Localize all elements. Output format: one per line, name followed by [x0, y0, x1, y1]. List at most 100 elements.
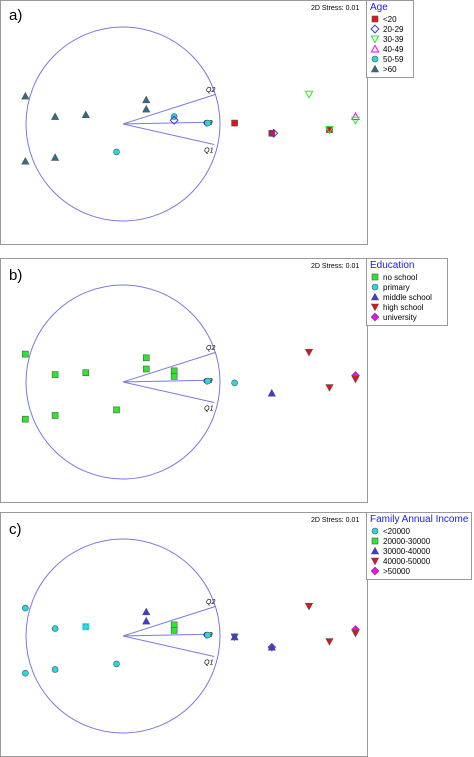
stress-text-b: 2D Stress: 0.01 — [311, 263, 360, 270]
vector-q2 — [122, 605, 217, 637]
panel-b: Q2Q3Q1 b) 2D Stress: 0.01 — [0, 258, 368, 503]
legend-label: high school — [383, 302, 424, 312]
legend-marker-icon — [370, 303, 380, 312]
vector-label-q1: Q1 — [204, 405, 213, 412]
legend-item: no school — [370, 272, 444, 282]
data-point — [204, 119, 211, 127]
data-point — [142, 365, 150, 373]
panel-label-c: c) — [9, 521, 22, 538]
vector-label-q2: Q2 — [206, 345, 215, 352]
data-point — [82, 623, 90, 631]
plot-a: Q2Q3Q1 — [21, 26, 360, 222]
legend-item: <20 — [370, 14, 410, 24]
data-point — [81, 110, 90, 118]
legend-b: Education no school primary middle school h… — [366, 258, 448, 326]
legend-title-c: Family Annual Income — [370, 514, 469, 525]
legend-marker-icon — [371, 283, 379, 291]
data-point — [204, 631, 211, 639]
legend-item: 50-59 — [370, 54, 410, 64]
legend-marker-icon — [371, 15, 379, 23]
legend-title-a: Age — [370, 2, 388, 13]
data-point — [304, 90, 314, 99]
legend-marker-icon — [370, 557, 380, 566]
legend-marker-icon — [370, 312, 380, 322]
legend-marker-icon — [370, 566, 380, 576]
legend-label: no school — [383, 272, 418, 282]
vector-label-q1: Q1 — [204, 147, 213, 154]
legend-marker-icon — [371, 537, 379, 545]
data-point — [113, 148, 120, 156]
data-point — [22, 669, 29, 677]
vector-q3 — [122, 633, 214, 637]
legend-label: 50-59 — [383, 54, 404, 64]
data-point — [82, 369, 90, 376]
legend-item: 30000-40000 — [370, 546, 468, 556]
panel-label-b: b) — [9, 267, 23, 284]
data-point — [142, 607, 151, 616]
data-point — [170, 373, 178, 380]
panel-a: Q2Q3Q1 a) 2D Stress: 0.01 — [0, 0, 368, 245]
legend-marker-icon — [370, 292, 380, 301]
legend-item: >50000 — [370, 566, 468, 576]
legend-label: >50000 — [383, 566, 410, 576]
legend-item: middle school — [370, 292, 444, 302]
data-point — [22, 415, 29, 423]
legend-label: 40000-50000 — [383, 556, 431, 566]
data-point — [21, 156, 30, 165]
legend-a: Age <20 20-29 30-39 40-49 50-59 >60 — [366, 0, 414, 78]
data-point — [51, 371, 59, 378]
legend-label: 20-29 — [383, 24, 404, 34]
data-point — [22, 350, 29, 358]
data-point — [170, 367, 178, 375]
plot-b: Q2Q3Q1 — [22, 284, 360, 480]
legend-rows-a: <20 20-29 30-39 40-49 50-59 >60 — [370, 14, 410, 74]
legend-label: 30-39 — [383, 34, 404, 44]
legend-label: primary — [383, 282, 410, 292]
legend-c: Family Annual Income <20000 20000-30000 30… — [366, 512, 472, 580]
data-point — [51, 666, 59, 673]
legend-marker-icon — [370, 35, 380, 44]
data-point — [304, 348, 314, 357]
vector-q1 — [122, 635, 215, 657]
legend-marker-icon — [371, 527, 379, 535]
legend-item: 20000-30000 — [370, 536, 468, 546]
data-point — [82, 623, 90, 630]
data-point — [51, 412, 59, 419]
legend-item: 30-39 — [370, 34, 410, 44]
legend-marker-icon — [370, 64, 380, 73]
vector-label-q1: Q1 — [204, 659, 213, 666]
data-point — [351, 375, 360, 384]
data-point — [231, 119, 238, 127]
legend-item: primary — [370, 282, 444, 292]
legend-label: <20 — [383, 14, 397, 24]
legend-label: <20000 — [383, 526, 410, 536]
legend-item: 40-49 — [370, 44, 410, 54]
data-point — [267, 642, 276, 651]
data-point — [51, 112, 60, 120]
data-point — [170, 627, 178, 634]
vector-label-q2: Q2 — [206, 87, 215, 94]
vector-q1 — [122, 123, 215, 145]
data-point — [170, 621, 178, 629]
data-point — [230, 633, 239, 642]
data-point — [304, 602, 314, 611]
data-point — [51, 625, 59, 632]
data-point — [113, 660, 120, 668]
legend-marker-icon — [371, 55, 379, 63]
data-point — [204, 377, 211, 385]
data-point — [325, 638, 334, 646]
data-point — [169, 115, 179, 125]
legend-item: university — [370, 312, 444, 322]
legend-label: university — [383, 312, 417, 322]
legend-label: middle school — [383, 292, 432, 302]
legend-rows-b: no school primary middle school high school… — [370, 272, 444, 322]
data-point — [22, 604, 29, 612]
data-point — [351, 629, 360, 638]
legend-marker-icon — [371, 273, 379, 281]
plot-c: Q2Q3Q1 — [22, 538, 360, 734]
data-point — [325, 126, 334, 135]
stress-text-c: 2D Stress: 0.01 — [311, 517, 360, 524]
legend-marker-icon — [370, 24, 380, 34]
legend-label: 40-49 — [383, 44, 404, 54]
legend-rows-c: <20000 20000-30000 30000-40000 40000-50000 >… — [370, 526, 468, 576]
